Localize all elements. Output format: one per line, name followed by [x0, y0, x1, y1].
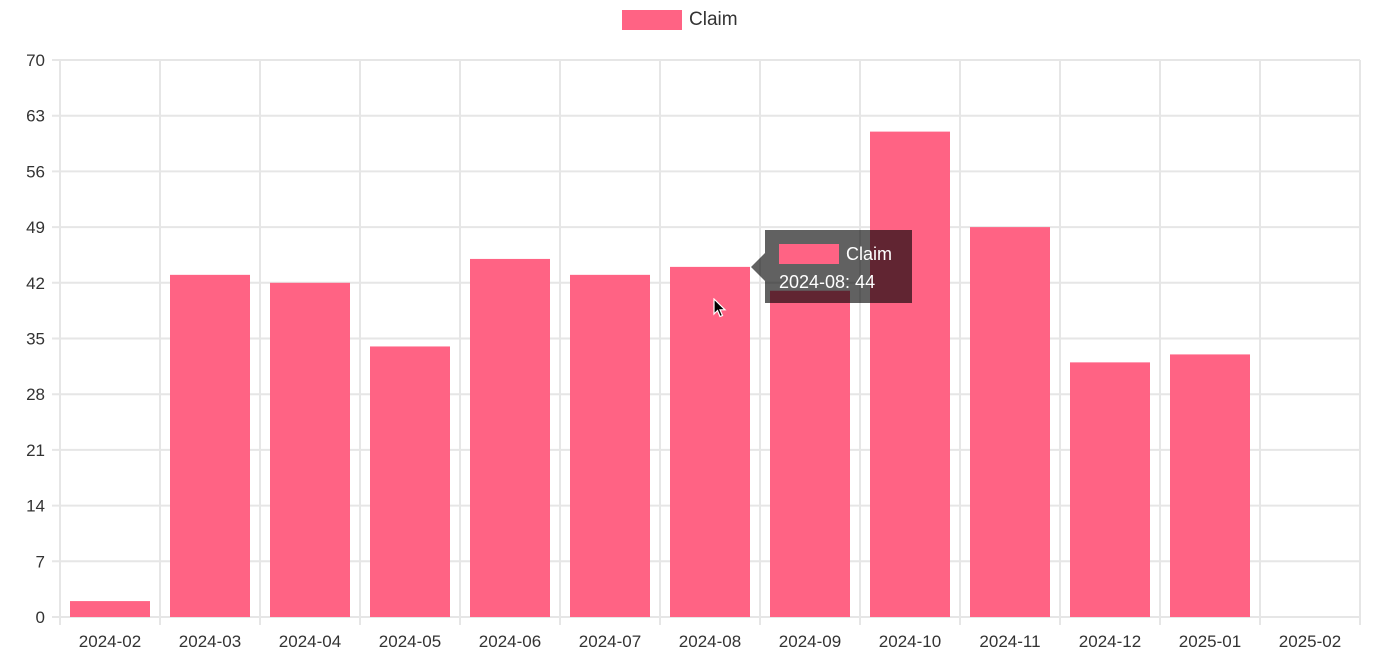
- x-tick-label: 2024-06: [479, 632, 541, 651]
- tooltip-title: Claim: [846, 243, 893, 264]
- tooltip-body: 2024-08: 44: [779, 272, 876, 292]
- tooltip-swatch: [779, 244, 839, 264]
- y-tick-label: 70: [26, 51, 45, 70]
- y-tick-label: 21: [26, 441, 45, 460]
- bar-2024-05[interactable]: [370, 346, 450, 617]
- bar-2024-02[interactable]: [70, 601, 150, 617]
- x-tick-label: 2024-11: [979, 632, 1040, 651]
- legend-swatch: [622, 10, 682, 30]
- x-tick-label: 2024-02: [79, 632, 141, 651]
- bar-2024-10[interactable]: [870, 131, 950, 617]
- x-tick-label: 2024-08: [679, 632, 741, 651]
- y-tick-label: 14: [26, 497, 45, 516]
- y-tick-label: 0: [36, 608, 45, 627]
- chart-legend[interactable]: Claim: [622, 8, 738, 32]
- y-tick-label: 63: [26, 107, 45, 126]
- bar-2024-11[interactable]: [970, 227, 1050, 617]
- bar-2024-12[interactable]: [1070, 362, 1150, 617]
- bar-2024-09[interactable]: [770, 290, 850, 617]
- bar-2025-01[interactable]: [1170, 354, 1250, 617]
- x-tick-label: 2024-03: [179, 632, 241, 651]
- y-tick-label: 35: [26, 330, 45, 349]
- bar-2024-03[interactable]: [170, 274, 250, 617]
- x-tick-label: 2025-01: [1179, 632, 1241, 651]
- y-tick-label: 42: [26, 274, 45, 293]
- chart-bars: [70, 131, 1250, 617]
- x-tick-label: 2024-12: [1079, 632, 1141, 651]
- x-tick-label: 2024-05: [379, 632, 441, 651]
- chart-tooltip: Claim 2024-08: 44: [751, 230, 912, 303]
- bar-2024-07[interactable]: [570, 274, 650, 617]
- bar-2024-08[interactable]: [670, 266, 750, 617]
- y-tick-label: 49: [26, 218, 45, 237]
- y-tick-label: 7: [36, 552, 45, 571]
- x-tick-label: 2024-09: [779, 632, 841, 651]
- x-tick-label: 2024-04: [279, 632, 341, 651]
- y-tick-label: 56: [26, 162, 45, 181]
- bar-2024-04[interactable]: [270, 282, 350, 617]
- mouse-cursor-icon: [713, 298, 727, 318]
- bar-2024-06[interactable]: [470, 258, 550, 617]
- y-axis-ticks: 0 7 14 21 28 35 42 49 56 63 70: [26, 51, 45, 627]
- legend-label: Claim: [689, 9, 738, 30]
- x-axis-ticks: 2024-02 2024-03 2024-04 2024-05 2024-06 2024-…: [79, 632, 1341, 651]
- x-tick-label: 2024-07: [579, 632, 641, 651]
- x-tick-label: 2025-02: [1279, 632, 1341, 651]
- x-tick-label: 2024-10: [879, 632, 941, 651]
- y-tick-label: 28: [26, 385, 45, 404]
